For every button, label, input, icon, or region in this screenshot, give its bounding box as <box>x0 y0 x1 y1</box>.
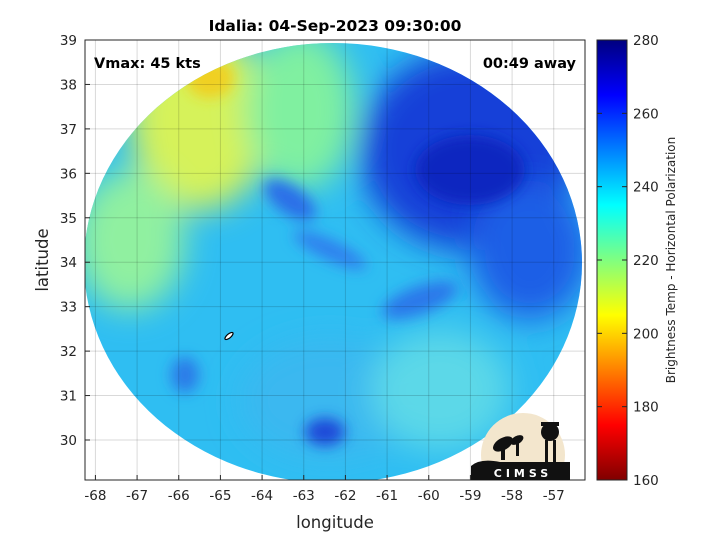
cold-streak-3 <box>382 281 458 319</box>
colorbar-tick-label: 280 <box>633 33 659 49</box>
logo-text: CIMSS <box>494 467 552 480</box>
colorbar-tick-label: 180 <box>633 400 659 416</box>
y-axis-label: latitude <box>33 228 52 291</box>
cold-blob-s <box>305 418 345 446</box>
x-tick-label: -62 <box>334 488 356 504</box>
cold-streak-1 <box>264 179 316 221</box>
colorbar-tick-label: 260 <box>633 106 659 122</box>
y-tick-label: 39 <box>60 33 77 49</box>
warm-region-sw <box>85 170 185 310</box>
x-tick-label: -65 <box>209 488 231 504</box>
y-tick-label: 37 <box>60 122 77 138</box>
plot-frame <box>84 39 586 481</box>
cold-deep-ne <box>415 135 525 205</box>
colorbar-tick-label: 240 <box>633 180 659 196</box>
storm-center-outline <box>224 331 234 341</box>
x-tick-label: -64 <box>251 488 273 504</box>
storm-center-marker <box>224 331 234 341</box>
x-axis-ticks: -68 -67 -66 -65 -64 -63 -62 -61 -60 -59 -58 -57 <box>84 475 565 504</box>
gridlines <box>85 39 585 480</box>
x-tick-label: -61 <box>376 488 398 504</box>
x-tick-label: -57 <box>543 488 565 504</box>
cold-region-e <box>470 180 582 320</box>
logo-satellite-dishes <box>493 435 524 460</box>
colorbar-tick-label: 220 <box>633 253 659 269</box>
x-tick-label: -66 <box>168 488 190 504</box>
time-away-annotation: 00:49 away <box>483 56 577 72</box>
y-tick-label: 32 <box>60 344 77 360</box>
colorbar-ticks: 280 260 240 220 200 180 160 <box>597 33 659 489</box>
x-axis-label: longitude <box>296 513 374 532</box>
cold-streak-2 <box>293 230 367 270</box>
vmax-annotation: Vmax: 45 kts <box>94 56 201 72</box>
logo-building <box>471 460 570 480</box>
x-tick-label: -58 <box>501 488 523 504</box>
y-tick-label: 31 <box>60 389 77 405</box>
x-tick-label: -63 <box>293 488 315 504</box>
x-tick-label: -60 <box>418 488 440 504</box>
logo-water-tower <box>541 422 559 462</box>
chart-title: Idalia: 04-Sep-2023 09:30:00 <box>209 17 462 35</box>
se-region <box>370 330 510 450</box>
y-tick-label: 35 <box>60 211 77 227</box>
y-axis-ticks: 39 38 37 36 35 34 33 32 31 30 <box>60 33 90 449</box>
x-tick-label: -68 <box>84 488 106 504</box>
cimss-logo: CIMSS <box>471 413 570 480</box>
y-tick-label: 38 <box>60 77 77 93</box>
y-tick-label: 36 <box>60 166 77 182</box>
x-tick-label: -67 <box>126 488 148 504</box>
y-tick-label: 33 <box>60 300 77 316</box>
y-tick-label: 34 <box>60 255 77 271</box>
cold-blob-sw <box>171 357 199 393</box>
swath <box>85 43 582 480</box>
x-tick-label: -59 <box>459 488 481 504</box>
y-tick-label: 30 <box>60 433 77 449</box>
colorbar-tick-label: 200 <box>633 326 659 342</box>
colorbar-label: Brightness Temp - Horizontal Polarizatio… <box>664 137 678 384</box>
warm-region-band <box>245 43 355 190</box>
colorbar-tick-label: 160 <box>633 473 659 489</box>
